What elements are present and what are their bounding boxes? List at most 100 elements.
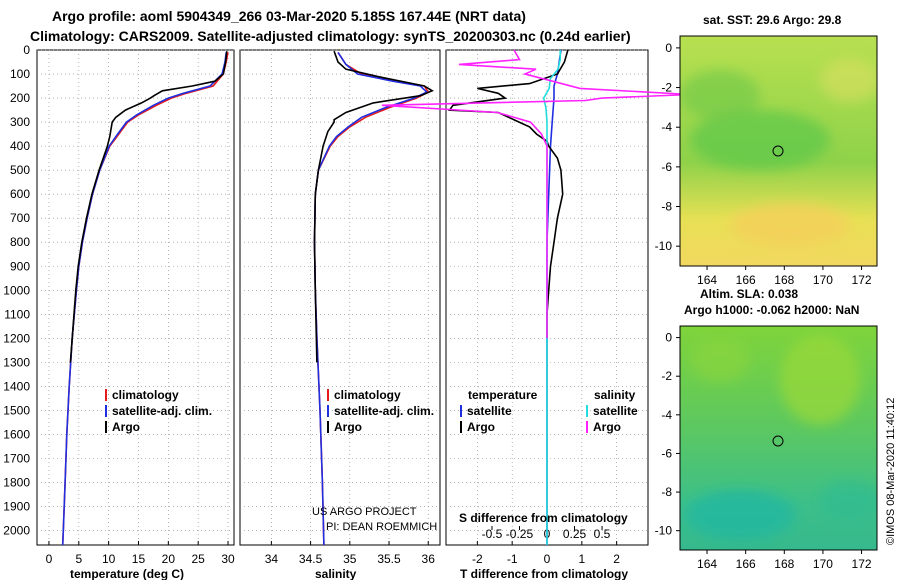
salinity-panel: 34 34.5 35 35.5 36 salinity [239,49,441,580]
salinity-legend: climatology satellite-adj. clim. Argo US… [312,388,437,533]
map-x-tick-label: 164 [697,557,717,571]
x-tick-label: 25 [192,552,206,566]
map-y-tick-label: 0 [665,331,672,345]
x-tick-label: 35.5 [377,552,401,566]
salinity-x-label: salinity [315,567,357,580]
map-y-tick-label: -4 [661,408,672,422]
map-y-tick-label: -8 [661,485,672,499]
depth-tick-label: 1700 [3,451,30,465]
title-line-1: Argo profile: aoml 5904349_266 03-Mar-20… [52,8,526,24]
legend-label-climatology: climatology [334,388,401,402]
depth-tick-label: 900 [10,259,30,273]
legend-marker-argo [327,421,329,433]
map-y-tick-label: 0 [665,41,672,55]
legend-marker-sal-argo [586,421,588,433]
series-line-temperature-satellite [546,49,562,545]
map-x-tick-label: 168 [774,273,794,287]
x-tick-label: 34 [265,552,279,566]
x-tick-label: 5 [75,552,82,566]
temperature-grid [37,49,234,545]
sst-map-panel: sat. SST: 29.6 Argo: 29.8 164 166 168 170 17… [655,13,878,287]
legend-group-salinity: salinity [594,388,636,402]
legend-marker-argo [105,421,107,433]
difference-lines [381,49,691,545]
x-tick-label: 2 [613,552,620,566]
sla-map-field [680,326,877,550]
x-tick-label: 35 [343,552,357,566]
temperature-x-label: temperature (deg C) [70,567,184,580]
sla-map-ticks: 164 166 168 170 172 0 -2 -4 -6 -8 -10 [655,331,872,571]
temperature-lines [61,51,229,546]
series-line-argo [69,51,228,363]
depth-tick-label: 400 [10,139,30,153]
map-x-tick-label: 172 [852,557,872,571]
profile-location-marker [772,145,784,157]
x-tick-label: 15 [132,552,146,566]
salinity-grid [240,49,440,545]
temperature-x-ticks: 0 5 10 15 20 25 30 [46,541,235,566]
secondary-x-tick-label: -0.25 [506,527,534,541]
profile-location-marker [772,435,784,447]
legend-label-argo: Argo [112,420,140,434]
temperature-legend: climatology satellite-adj. clim. Argo [105,388,212,434]
legend-marker-climatology [105,389,107,401]
salinity-lines [313,50,434,546]
sla-low-patch [820,480,877,520]
temperature-panel: 0 5 10 15 20 25 30 temperature (deg C) [36,49,235,580]
series-line-temperature-argo [447,49,569,339]
depth-tick-label: 1200 [3,331,30,345]
depth-tick-label: 1300 [3,355,30,369]
x-tick-label: 1 [578,552,585,566]
depth-tick-label: 1000 [3,283,30,297]
salinity-panel-frame [239,49,441,546]
difference-legend: temperature salinity satellite Argo sate… [460,388,638,434]
title-line-2: Climatology: CARS2009. Satellite-adjuste… [30,28,631,44]
map-y-tick-label: -4 [661,120,672,134]
x-tick-label: -1 [507,552,518,566]
map-y-tick-label: -10 [655,524,673,538]
sst-map-frame [679,35,878,267]
legend-label-satellite-adj: satellite-adj. clim. [112,404,212,418]
sla-map-title: Altim. SLA: 0.038 [700,287,798,301]
legend-group-temperature: temperature [468,388,538,402]
difference-secondary-x-label: S difference from climatology [459,511,628,525]
sla-low-patch [685,490,795,540]
legend-marker-sal-satellite [586,405,588,417]
legend-marker-satellite-adj [327,405,329,417]
sst-map-title: sat. SST: 29.6 Argo: 29.8 [703,13,842,27]
x-tick-label: 34.5 [299,552,323,566]
map-y-tick-label: -2 [661,81,672,95]
map-x-tick-label: 170 [813,273,833,287]
difference-secondary-x-ticks: -0.5 -0.25 0 0.25 0.5 [482,526,611,541]
x-tick-label: 10 [102,552,116,566]
difference-x-label: T difference from climatology [460,567,628,580]
legend-label-sal-satellite: satellite [593,404,638,418]
credit-project: US ARGO PROJECT [312,506,417,518]
map-y-tick-label: -2 [661,369,672,383]
depth-tick-label: 1800 [3,476,30,490]
temperature-panel-frame [36,49,235,546]
legend-marker-satellite-adj [105,405,107,417]
depth-tick-label: 600 [10,187,30,201]
x-tick-label: 36 [422,552,436,566]
series-line-salinity-argo [381,49,691,339]
legend-marker-temp-satellite [460,405,462,417]
depth-axis-ticks: 0 100 200 300 400 500 600 700 800 900 1000 1100 1200… [3,43,30,538]
map-y-tick-label: -8 [661,200,672,214]
sla-map-subtitle: Argo h1000: -0.062 h2000: NaN [684,303,859,317]
sst-warm-patch [690,110,830,170]
map-y-tick-label: -6 [661,446,672,460]
depth-tick-label: 300 [10,115,30,129]
depth-tick-label: 1600 [3,427,30,441]
sla-map-frame [679,325,878,551]
sst-warm-patch [680,70,760,120]
secondary-x-tick-label: 0.25 [563,527,587,541]
x-tick-label: 0 [544,552,551,566]
legend-label-sal-argo: Argo [593,420,621,434]
sla-high-patch [690,338,750,382]
legend-label-temp-satellite: satellite [467,404,512,418]
difference-panel: -2 -1 0 1 2 -0.5 -0.25 0 0.25 0.5 S difference f… [381,49,691,580]
sst-map-field [680,36,877,266]
map-x-tick-label: 168 [774,557,794,571]
map-x-tick-label: 172 [852,273,872,287]
